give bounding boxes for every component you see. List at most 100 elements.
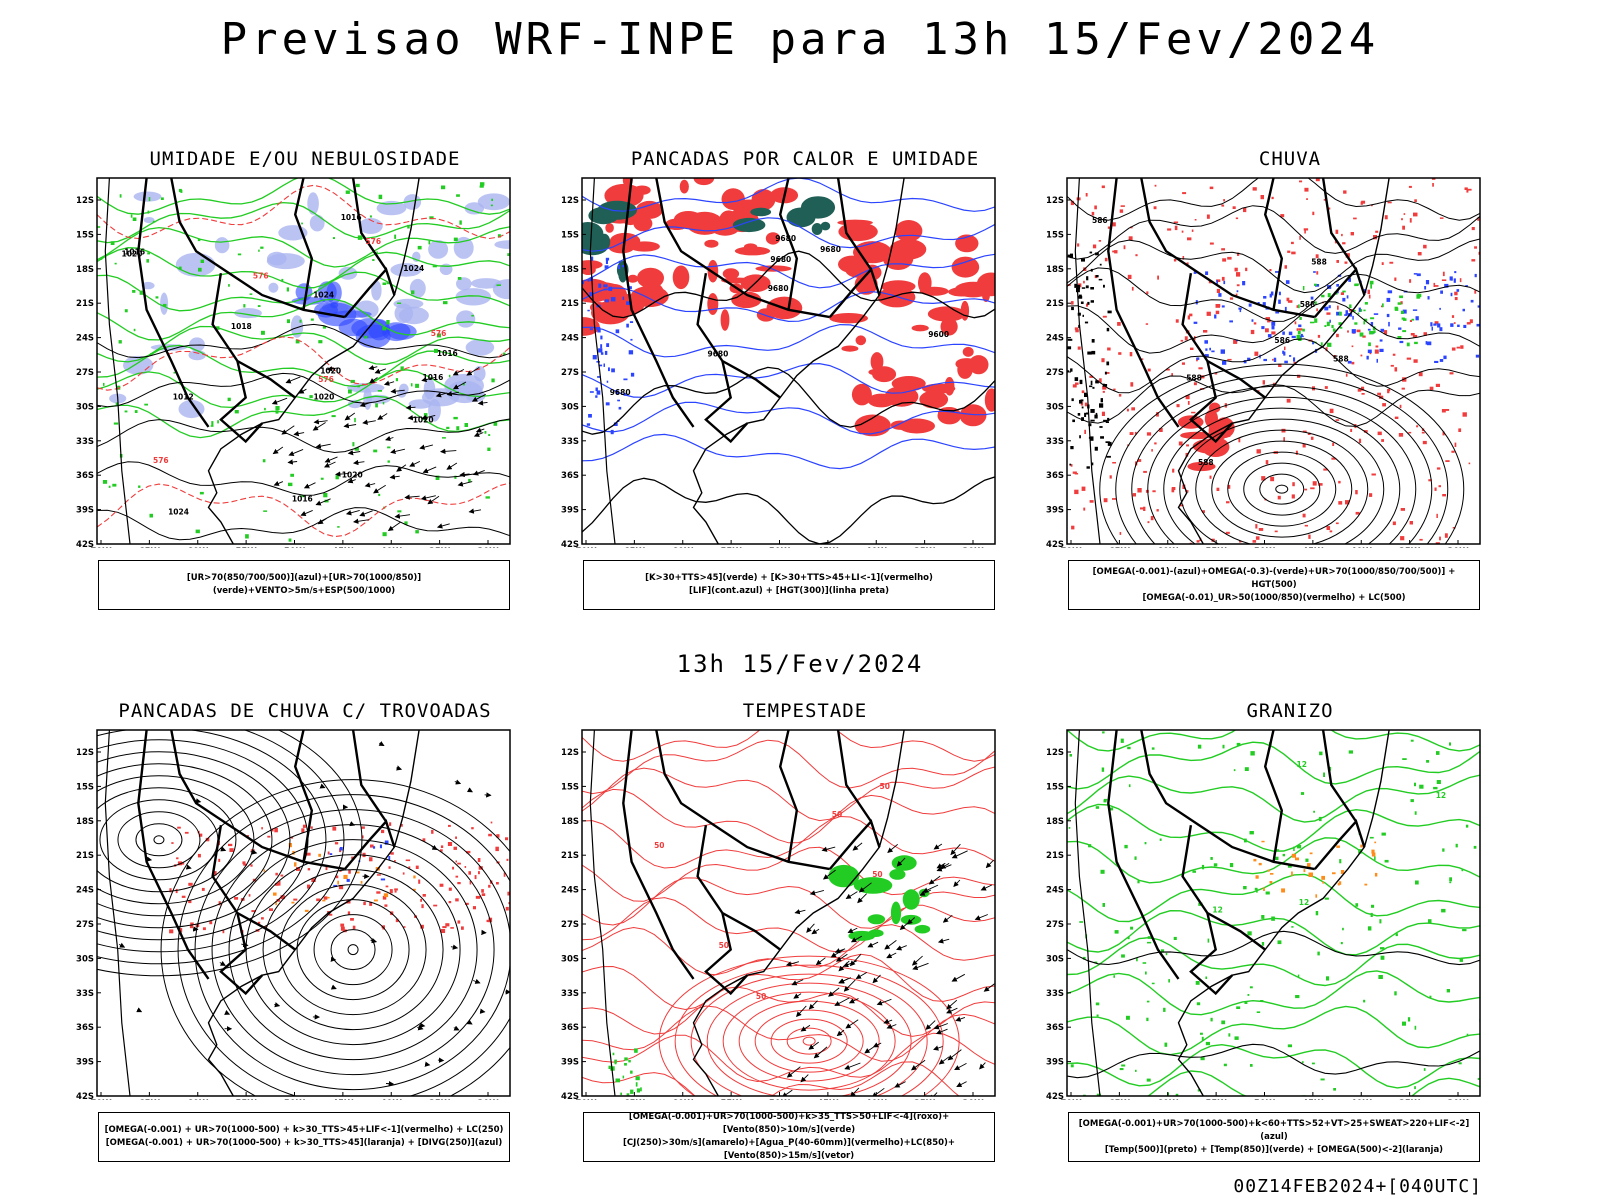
field-dot xyxy=(1215,304,1220,308)
field-blob xyxy=(811,223,823,235)
field-dot xyxy=(1084,412,1087,417)
field-dot xyxy=(1146,1000,1150,1003)
field-dot xyxy=(1433,323,1437,326)
field-dot xyxy=(397,302,402,304)
field-dot xyxy=(590,256,594,261)
field-dot xyxy=(1077,243,1080,247)
wind-vector xyxy=(919,889,932,896)
field-dot xyxy=(1091,462,1094,466)
field-dot xyxy=(1340,292,1344,295)
wind-vector xyxy=(894,1081,906,1088)
field-dot xyxy=(1378,975,1383,979)
contour-value-label: 588 xyxy=(1186,374,1202,383)
field-dot xyxy=(1413,273,1418,275)
field-dot xyxy=(491,378,495,383)
field-dot xyxy=(1146,1078,1151,1082)
field-dot xyxy=(1187,237,1192,241)
field-dot xyxy=(1384,859,1389,863)
field-dot xyxy=(1193,321,1198,324)
field-dot xyxy=(1090,287,1094,290)
field-dot xyxy=(618,406,622,410)
legend-line: [K>30+TTS>45](verde) + [K>30+TTS>45+LI<-… xyxy=(645,573,933,583)
field-dot xyxy=(1322,881,1324,884)
field-dot xyxy=(1171,373,1173,377)
field-dot xyxy=(1107,417,1110,421)
field-dot xyxy=(403,926,406,928)
field-dot xyxy=(383,893,389,898)
field-dot xyxy=(1415,880,1419,885)
field-dot xyxy=(408,866,411,869)
lon-tick-label: 55W xyxy=(1206,1099,1228,1100)
field-dot xyxy=(1209,475,1212,479)
field-dot xyxy=(1364,302,1368,305)
field-dot xyxy=(1255,875,1259,879)
field-dot xyxy=(1464,187,1468,190)
wind-vector xyxy=(405,404,416,411)
contour-value-label: 1020 xyxy=(413,415,434,424)
field-dot xyxy=(1182,192,1187,195)
field-blob xyxy=(755,265,792,272)
lat-tick-label: 27S xyxy=(561,368,579,378)
contour-line xyxy=(313,914,393,986)
contour-value-label: 588 xyxy=(1333,354,1349,363)
field-dot xyxy=(184,831,189,834)
contour-line xyxy=(722,991,896,1091)
field-dot xyxy=(102,480,108,484)
field-dot xyxy=(354,447,359,451)
field-dot xyxy=(630,372,635,377)
field-dot xyxy=(199,491,204,495)
field-dot xyxy=(1324,325,1327,327)
field-dot xyxy=(369,857,373,862)
wind-vector xyxy=(929,1092,938,1096)
field-dot xyxy=(617,399,620,402)
field-dot xyxy=(1191,411,1196,414)
field-dot xyxy=(275,410,279,414)
field-dot xyxy=(376,874,381,876)
field-dot xyxy=(211,421,214,426)
wind-vector xyxy=(424,1061,431,1067)
field-dot xyxy=(410,383,413,387)
field-dot xyxy=(288,482,293,487)
field-dot xyxy=(1153,206,1157,210)
wind-vector xyxy=(852,842,863,851)
lon-tick-label: 35W xyxy=(429,547,451,548)
panel-trovoadas: PANCADAS DE CHUVA C/ TROVOADAS 12S 15S 18S… xyxy=(50,700,530,1190)
field-dot xyxy=(420,898,422,902)
wind-vector xyxy=(454,779,462,785)
contour-value-label: 1020 xyxy=(314,393,335,402)
field-dot xyxy=(1095,806,1100,809)
field-dot xyxy=(1078,295,1083,299)
field-dot xyxy=(1286,398,1291,403)
field-dot xyxy=(110,241,115,245)
field-dot xyxy=(1326,526,1331,530)
wind-vector xyxy=(472,469,485,476)
wind-vector xyxy=(390,448,406,455)
map-svg: 12S15S18S21S24S27S30S33S36S39S42S70W65W6… xyxy=(76,729,511,1100)
field-dot xyxy=(1310,296,1314,300)
wind-vector xyxy=(858,882,872,893)
field-dot xyxy=(1130,382,1134,387)
contour-line xyxy=(582,739,995,795)
contour-line xyxy=(97,201,510,244)
field-dot xyxy=(1417,296,1421,299)
contour-line xyxy=(1067,178,1480,221)
field-dot xyxy=(1327,293,1331,298)
field-dot xyxy=(1298,324,1302,328)
wind-vector xyxy=(785,961,800,967)
contour-value-label: 50 xyxy=(756,992,766,1001)
field-dot xyxy=(288,843,292,848)
country-border xyxy=(219,360,264,444)
contour-line xyxy=(1067,803,1480,852)
field-dot xyxy=(258,249,260,252)
field-dot xyxy=(1358,438,1362,443)
field-blob xyxy=(307,192,319,215)
field-dot xyxy=(1274,856,1279,861)
contour-value-label: 9680 xyxy=(820,245,841,254)
contour-line xyxy=(582,815,995,869)
field-dot xyxy=(1456,289,1460,292)
field-dot xyxy=(1361,393,1365,395)
field-dot xyxy=(1413,212,1418,217)
field-dot xyxy=(257,921,261,924)
field-dot xyxy=(1299,316,1302,320)
country-border xyxy=(836,730,873,823)
